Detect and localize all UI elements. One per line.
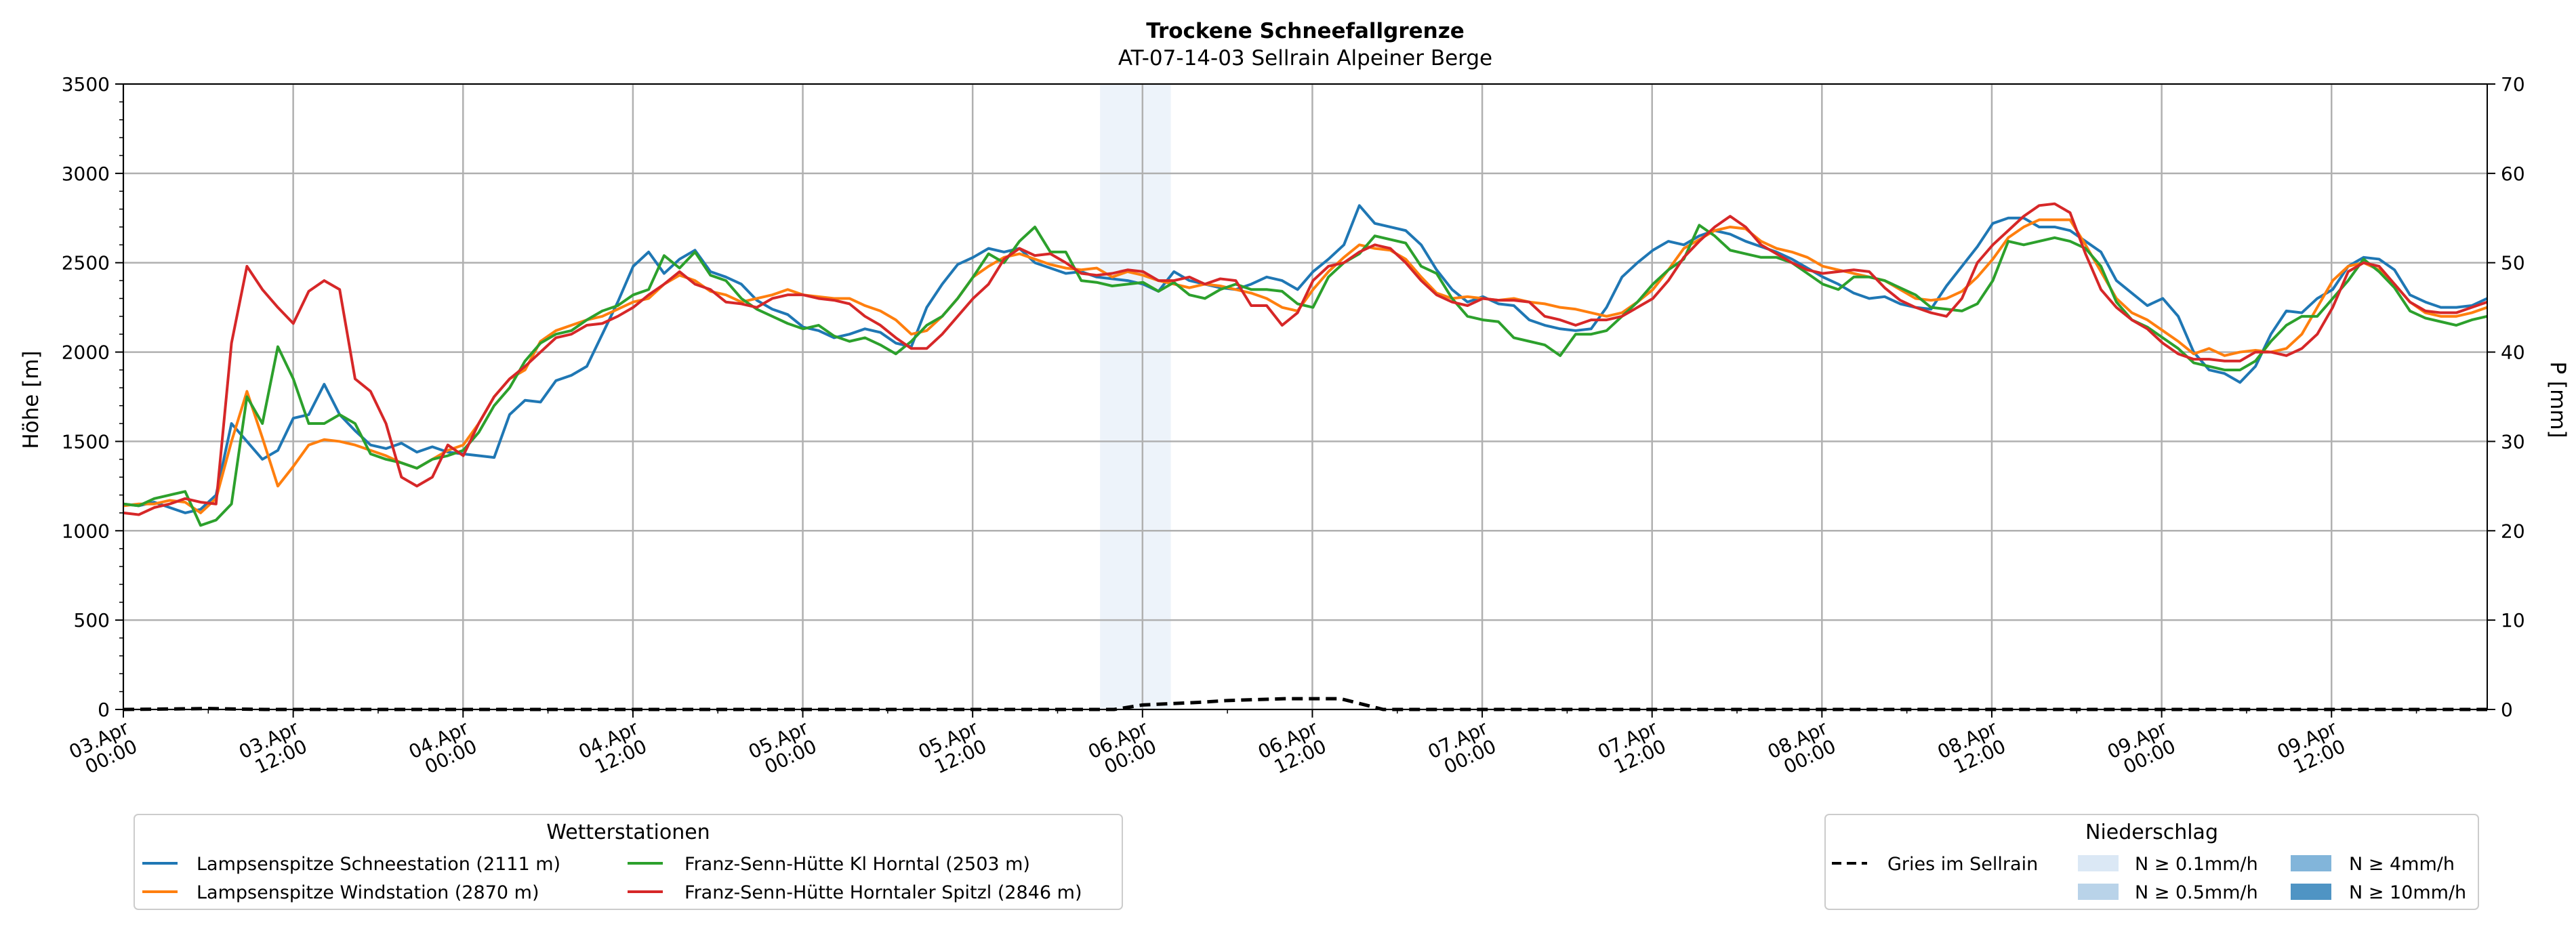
legend-label-gries-im-sellrain: Gries im Sellrain	[1887, 854, 2038, 875]
legend-label-precip-0-1: N ≥ 0.1mm/h	[2135, 854, 2258, 875]
x-tick-label: 05.Apr00:00	[745, 716, 820, 782]
series-line-1	[123, 218, 2488, 514]
y-tick-label: 0	[98, 699, 110, 721]
legend-label-lampsenspitze-windstation: Lampsenspitze Windstation (2870 m)	[197, 882, 539, 903]
x-tick-label: 05.Apr12:00	[915, 716, 990, 782]
series-line-0	[123, 204, 2488, 514]
y2-tick-label: 70	[2501, 73, 2525, 96]
x-tick-label: 08.Apr12:00	[1934, 716, 2009, 782]
legend-swatch-precip-0-1	[2078, 855, 2119, 871]
precip-shading-band	[1100, 84, 1171, 709]
x-tick-label: 07.Apr00:00	[1425, 716, 1500, 782]
x-tick-label: 08.Apr00:00	[1764, 716, 1839, 782]
y2-tick-label: 20	[2501, 520, 2525, 542]
precip-line-gries-im-sellrain	[123, 697, 2487, 711]
axes: 0 500 1000 1500 2000 2500 3000 3500 0 10 20 30 40 50 6…	[62, 73, 2525, 782]
plot-lines	[123, 202, 2488, 711]
y2-tick-label: 10	[2501, 609, 2525, 632]
y2-tick-label: 30	[2501, 430, 2525, 453]
legend-label-franz-senn-kl-horntal: Franz-Senn-Hütte Kl Horntal (2503 m)	[684, 854, 1030, 875]
y2-tick-label: 60	[2501, 163, 2525, 185]
legend-label-franz-senn-horntaler-spitzl: Franz-Senn-Hütte Horntaler Spitzl (2846 …	[684, 882, 1082, 903]
x-tick-label: 07.Apr12:00	[1594, 716, 1669, 782]
legend-label-precip-10: N ≥ 10mm/h	[2349, 882, 2466, 903]
legend-label-precip-0-5: N ≥ 0.5mm/h	[2135, 882, 2258, 903]
stations-legend-title: Wetterstationen	[546, 821, 710, 844]
stations-legend: Wetterstationen Lampsenspitze Schneestat…	[134, 814, 1123, 910]
x-tick-label: 09.Apr12:00	[2274, 716, 2349, 782]
y2-tick-label: 40	[2501, 342, 2525, 364]
y2-tick-label: 50	[2501, 252, 2525, 274]
y-tick-label: 3500	[62, 73, 110, 96]
x-tick-label: 03.Apr00:00	[66, 716, 141, 782]
y2-axis-label: P [mm]	[2546, 361, 2570, 438]
x-tick-label: 06.Apr00:00	[1085, 716, 1160, 782]
legend-label-precip-4: N ≥ 4mm/h	[2349, 854, 2455, 875]
y-tick-label: 3000	[62, 163, 110, 185]
y-tick-label: 2000	[62, 342, 110, 364]
legend-swatch-precip-4	[2291, 855, 2331, 871]
series-line-2	[123, 224, 2488, 527]
x-tick-label: 06.Apr12:00	[1254, 716, 1330, 782]
precipitation-shading	[1100, 84, 1171, 709]
grid	[122, 83, 2487, 711]
y-tick-label: 1500	[62, 430, 110, 453]
plot-frame	[123, 83, 2488, 710]
y-axis-label: Höhe [m]	[19, 350, 43, 449]
precipitation-legend-title: Niederschlag	[2085, 821, 2218, 844]
y2-tick-label: 0	[2501, 699, 2513, 721]
x-tick-label: 03.Apr12:00	[235, 716, 310, 782]
x-tick-label: 04.Apr12:00	[575, 716, 651, 782]
y-tick-label: 2500	[62, 252, 110, 274]
y-tick-label: 500	[74, 609, 110, 632]
x-tick-label: 04.Apr00:00	[405, 716, 481, 782]
chart-title: Trockene Schneefallgrenze	[1146, 19, 1465, 43]
series-line-3	[123, 202, 2488, 516]
x-tick-label: 09.Apr00:00	[2104, 716, 2179, 782]
chart-subtitle: AT-07-14-03 Sellrain Alpeiner Berge	[1118, 46, 1492, 70]
y-tick-label: 1000	[62, 520, 110, 542]
legend-swatch-precip-0-5	[2078, 884, 2119, 900]
legend-label-lampsenspitze-schneestation: Lampsenspitze Schneestation (2111 m)	[197, 854, 560, 875]
precipitation-legend: Niederschlag Gries im Sellrain N ≥ 0.1mm…	[1824, 814, 2479, 910]
legend-swatch-precip-10	[2291, 884, 2331, 900]
